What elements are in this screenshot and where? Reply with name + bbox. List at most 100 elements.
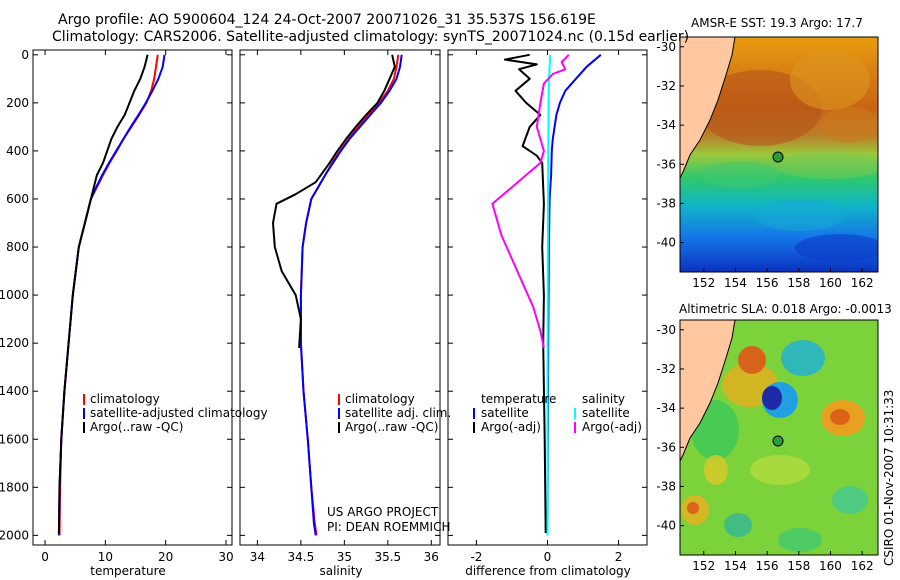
legend-label-climatology: climatology — [345, 392, 415, 406]
lat-tick-label: -30 — [656, 323, 676, 337]
title-line-1: Argo profile: AO 5900604_124 24-Oct-2007… — [58, 12, 596, 28]
difference-panel: -2 0 2 difference from climatology — [447, 49, 648, 578]
salinity-series — [272, 54, 403, 536]
series-line-climatology — [299, 54, 400, 536]
x-tick-label: 35.5 — [374, 550, 401, 564]
sst-map-frame — [679, 36, 879, 273]
lon-tick-label: 160 — [819, 276, 842, 290]
x-tick-label: 20 — [158, 550, 173, 564]
coastline — [680, 37, 736, 179]
series-line-temperature-argo-adj — [503, 53, 547, 534]
series-line-satellite-adj-clim — [299, 54, 403, 536]
coastline — [680, 320, 736, 462]
y-tick-label: 800 — [6, 240, 29, 254]
sla-map-ticks: 152 154 156 158 160 162 -30 -32 -34 -36 -38 -40 — [656, 323, 873, 573]
lon-tick-label: 162 — [851, 276, 874, 290]
x-tick-label: 35 — [337, 550, 352, 564]
x-tick-label: 36 — [424, 550, 439, 564]
x-tick-label: 30 — [218, 550, 233, 564]
x-tick-label: 0 — [544, 550, 552, 564]
credit-line-1: US ARGO PROJECT — [327, 505, 439, 519]
legend-label-argo: Argo(..raw -QC) — [345, 420, 438, 434]
sst-map-ticks: 152 154 156 158 160 162 -30 -32 -34 -36 -38 -40 — [656, 40, 873, 290]
salinity-legend: climatology satellite adj. clim. Argo(..… — [338, 392, 451, 434]
temperature-panel: 0 10 20 30 0 200 400 600 800 1000 1200 1400 1600 1800… — [0, 48, 234, 578]
temperature-axes-frame — [32, 49, 233, 546]
y-tick-label: 1400 — [0, 384, 29, 398]
temperature-series — [57, 54, 166, 536]
y-tick-label: 200 — [6, 96, 29, 110]
sst-map-title: AMSR-E SST: 19.3 Argo: 17.7 — [691, 16, 863, 30]
lat-tick-label: -36 — [656, 440, 676, 454]
lat-tick-label: -40 — [656, 519, 676, 533]
difference-xlabel: difference from climatology — [465, 564, 631, 578]
credit-line-2: PI: DEAN ROEMMICH — [327, 520, 450, 534]
y-tick-label: 1600 — [0, 432, 29, 446]
y-tick-label: 2000 — [0, 528, 29, 542]
difference-series — [491, 53, 602, 536]
lat-tick-label: -36 — [656, 157, 676, 171]
sla-map-title: Altimetric SLA: 0.018 Argo: -0.0013 — [679, 302, 892, 316]
lat-tick-label: -38 — [656, 479, 676, 493]
lon-tick-label: 152 — [692, 276, 715, 290]
lon-tick-label: 154 — [724, 559, 747, 573]
y-tick-label: 1000 — [0, 288, 29, 302]
y-tick-label: 1200 — [0, 336, 29, 350]
lon-tick-label: 156 — [756, 276, 779, 290]
salinity-xlabel: salinity — [319, 564, 362, 578]
x-tick-label: 34 — [250, 550, 265, 564]
difference-ticks: -2 0 2 — [448, 50, 647, 564]
x-tick-label: 0 — [41, 550, 49, 564]
sla-map: 152 154 156 158 160 162 -30 -32 -34 -36 -38 -40 — [656, 319, 879, 573]
legend-label-satellite-adjusted: satellite-adjusted climatology — [90, 406, 268, 420]
lat-tick-label: -32 — [656, 79, 676, 93]
y-tick-label: 1800 — [0, 480, 29, 494]
legend-label-satellite-adj: satellite adj. clim. — [345, 406, 451, 420]
lat-tick-label: -38 — [656, 196, 676, 210]
salinity-panel: 34 34.5 35 35.5 36 salinity — [239, 49, 441, 578]
legend-header-temperature: temperature — [481, 392, 556, 406]
land-mask — [680, 320, 735, 461]
legend-label-sal-satellite: satellite — [582, 406, 630, 420]
temperature-legend: climatology satellite-adjusted climatolo… — [83, 392, 268, 434]
legend-header-salinity: salinity — [582, 392, 625, 406]
legend-label-temp-argo: Argo(-adj) — [481, 420, 541, 434]
legend-label-sal-argo: Argo(-adj) — [582, 420, 642, 434]
series-line-argo-raw-qc — [272, 54, 396, 349]
lon-tick-label: 156 — [756, 559, 779, 573]
lon-tick-label: 152 — [692, 559, 715, 573]
x-tick-label: 10 — [98, 550, 113, 564]
y-tick-label: 400 — [6, 144, 29, 158]
lon-tick-label: 158 — [787, 559, 810, 573]
temperature-ticks: 0 10 20 30 0 200 400 600 800 1000 1200 1400 1600 1800… — [0, 48, 234, 564]
salinity-axes-frame — [239, 49, 441, 546]
series-line-satellite-adjusted-climatology — [57, 54, 166, 536]
lon-tick-label: 154 — [724, 276, 747, 290]
series-line-climatology — [58, 54, 159, 536]
sla-map-frame — [679, 319, 879, 556]
difference-legend: temperature satellite Argo(-adj) salinit… — [473, 392, 642, 434]
sst-map: 152 154 156 158 160 162 -30 -32 -34 -36 -38 -40 — [656, 36, 879, 290]
series-line-temperature-satellite — [546, 54, 602, 536]
temperature-xlabel: temperature — [90, 564, 165, 578]
side-stamp: CSIRO 01-Nov-2007 10:31:33 — [882, 390, 896, 566]
salinity-ticks: 34 34.5 35 35.5 36 — [240, 50, 440, 564]
argo-float-marker — [772, 435, 784, 447]
lat-tick-label: -30 — [656, 40, 676, 54]
lat-tick-label: -32 — [656, 362, 676, 376]
lon-tick-label: 162 — [851, 559, 874, 573]
lat-tick-label: -34 — [656, 401, 676, 415]
sst-map-image — [680, 37, 878, 272]
legend-label-temp-satellite: satellite — [481, 406, 529, 420]
y-tick-label: 600 — [6, 192, 29, 206]
series-line-salinity-satellite — [546, 54, 552, 536]
legend-label-argo: Argo(..raw -QC) — [90, 420, 183, 434]
y-tick-label: 0 — [21, 48, 29, 62]
title-line-2: Climatology: CARS2006. Satellite-adjuste… — [52, 29, 690, 45]
x-tick-label: -2 — [470, 550, 482, 564]
lon-tick-label: 158 — [787, 276, 810, 290]
lat-tick-label: -34 — [656, 118, 676, 132]
sla-map-image — [680, 320, 878, 555]
series-line-salinity-argo-adj — [491, 54, 570, 349]
